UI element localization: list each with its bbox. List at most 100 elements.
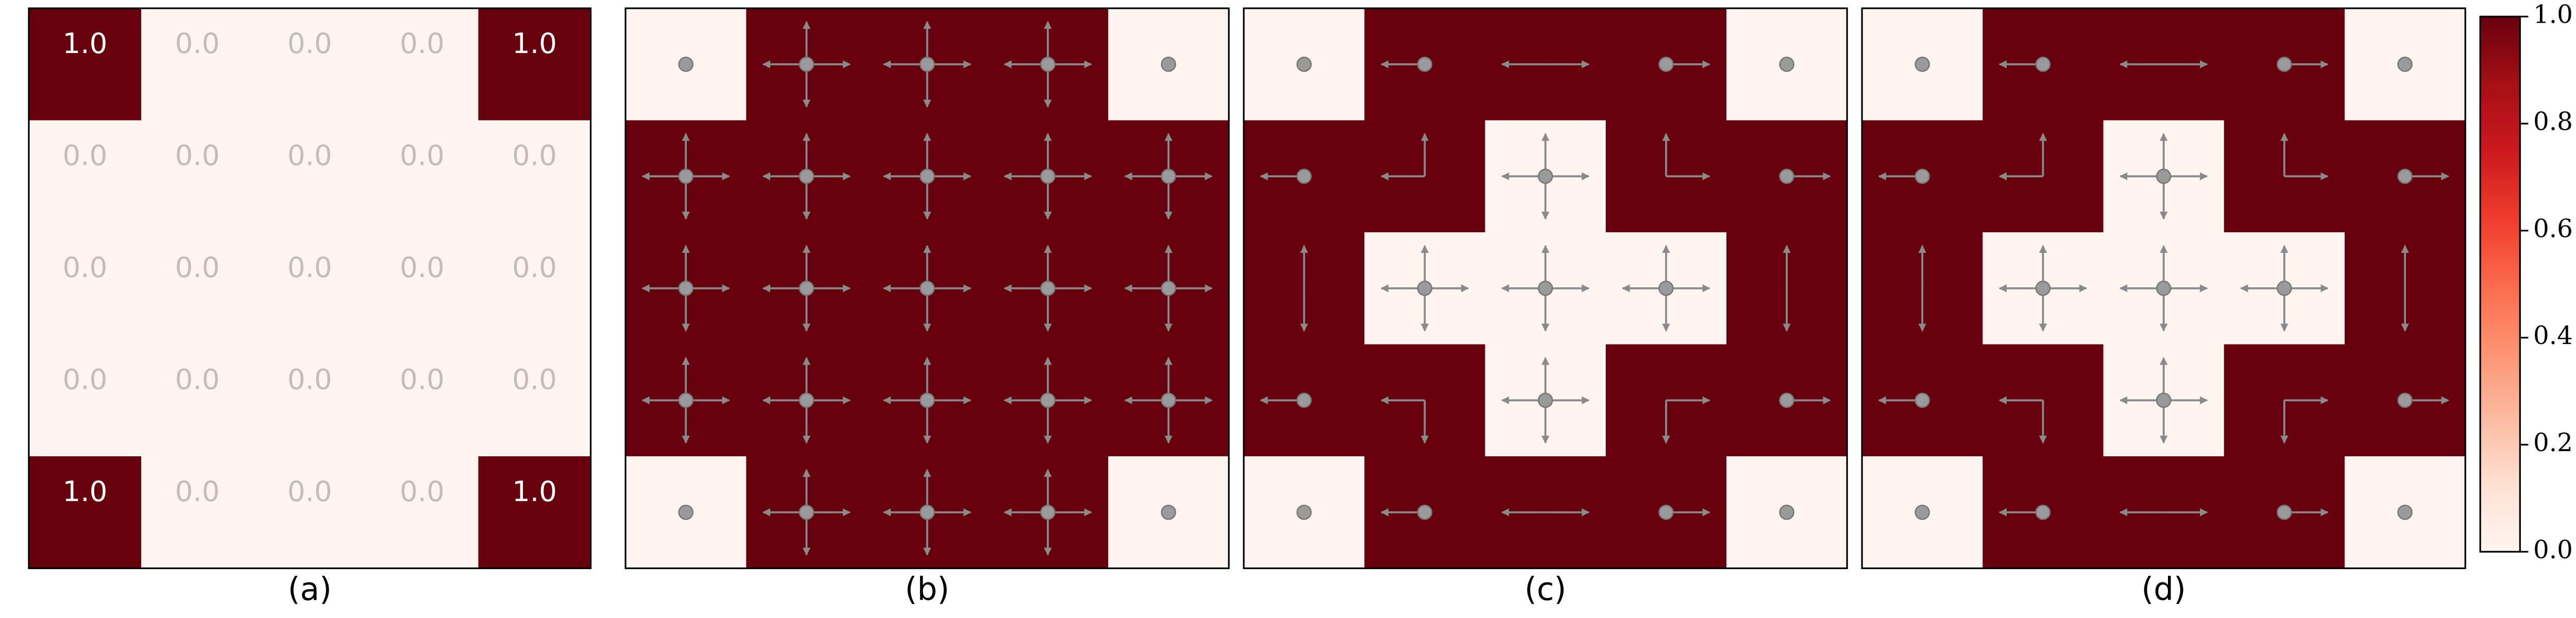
state-dot (1658, 504, 1674, 520)
cell (478, 456, 591, 569)
cell (253, 456, 367, 569)
colorbar-tick-label: 1.0 (2533, 1, 2573, 29)
state-dot (1161, 168, 1176, 184)
cell-label: 0.0 (175, 251, 220, 284)
cell-label: 0.0 (287, 475, 332, 508)
cell-label: 0.0 (287, 251, 332, 284)
state-dot (1914, 504, 1930, 520)
state-dot (1296, 504, 1312, 520)
cell-label: 0.0 (400, 251, 445, 284)
cell (366, 120, 479, 233)
cell-label: 0.0 (63, 139, 108, 171)
state-dot (919, 57, 935, 72)
cell-label: 0.0 (175, 27, 220, 60)
state-dot (1040, 57, 1056, 72)
panel-caption: (c) (1524, 571, 1566, 608)
state-dot (1779, 168, 1794, 184)
cell (478, 8, 591, 121)
cell (28, 120, 142, 233)
state-dot (1658, 57, 1674, 72)
cell (141, 120, 255, 233)
colorbar (2479, 15, 2521, 553)
cell (366, 232, 479, 345)
cell (28, 8, 142, 121)
cell-label: 0.0 (63, 251, 108, 284)
state-dot (1658, 280, 1674, 296)
cell-label: 0.0 (400, 475, 445, 508)
state-dot (2156, 280, 2172, 296)
colorbar-tick-label: 0.8 (2533, 107, 2573, 136)
state-dot (919, 504, 935, 520)
state-dot (1296, 168, 1312, 184)
state-dot (799, 280, 815, 296)
state-dot (2156, 168, 2172, 184)
state-dot (919, 168, 935, 184)
cell-label: 0.0 (512, 363, 557, 396)
state-dot (2397, 57, 2413, 72)
cell-label: 0.0 (400, 27, 445, 60)
cell-label: 0.0 (512, 251, 557, 284)
state-dot (2277, 57, 2292, 72)
colorbar-tick-label: 0.6 (2533, 214, 2573, 243)
cell (478, 232, 591, 345)
state-dot (2277, 280, 2292, 296)
state-dot (2035, 57, 2051, 72)
panel-caption: (a) (288, 571, 332, 608)
cell (478, 120, 591, 233)
panel-frame (624, 7, 1230, 570)
state-dot (1417, 504, 1433, 520)
state-dot (2277, 504, 2292, 520)
colorbar-tick-label: 0.4 (2533, 321, 2573, 350)
state-dot (1040, 280, 1056, 296)
state-dot (1417, 57, 1433, 72)
cell (28, 456, 142, 569)
state-dot (2397, 504, 2413, 520)
colorbar-tick-label: 0.2 (2533, 428, 2573, 457)
cell (366, 8, 479, 121)
cell (253, 232, 367, 345)
cell (366, 344, 479, 457)
cell (253, 120, 367, 233)
cell-label: 0.0 (175, 475, 220, 508)
state-dot (919, 392, 935, 408)
cell-label: 0.0 (287, 27, 332, 60)
state-dot (678, 57, 694, 72)
cell (478, 344, 591, 457)
state-dot (1296, 392, 1312, 408)
state-dot (1161, 280, 1176, 296)
cell (141, 456, 255, 569)
state-dot (1161, 392, 1176, 408)
cell (366, 456, 479, 569)
panel-frame (1861, 7, 2466, 570)
state-dot (2397, 168, 2413, 184)
cell (141, 232, 255, 345)
panel-caption: (d) (2141, 571, 2185, 608)
cell-label: 0.0 (512, 139, 557, 171)
cell-label: 1.0 (63, 475, 108, 508)
state-dot (2035, 504, 2051, 520)
colorbar-label: Expected Return (2575, 149, 2576, 419)
state-dot (1779, 57, 1794, 72)
state-dot (799, 168, 815, 184)
cell-label: 0.0 (400, 363, 445, 396)
cell (28, 232, 142, 345)
cell-label: 0.0 (287, 363, 332, 396)
state-dot (1537, 280, 1553, 296)
state-dot (799, 504, 815, 520)
state-dot (678, 504, 694, 520)
cell-label: 0.0 (287, 139, 332, 171)
cell-label: 1.0 (512, 27, 557, 60)
state-dot (2035, 280, 2051, 296)
state-dot (2156, 392, 2172, 408)
cell (28, 344, 142, 457)
panel-frame (28, 7, 592, 570)
state-dot (1779, 504, 1794, 520)
state-dot (1040, 504, 1056, 520)
state-dot (1040, 168, 1056, 184)
cell (141, 8, 255, 121)
cell (141, 344, 255, 457)
state-dot (1161, 504, 1176, 520)
colorbar-tick-label: 0.0 (2533, 536, 2573, 564)
